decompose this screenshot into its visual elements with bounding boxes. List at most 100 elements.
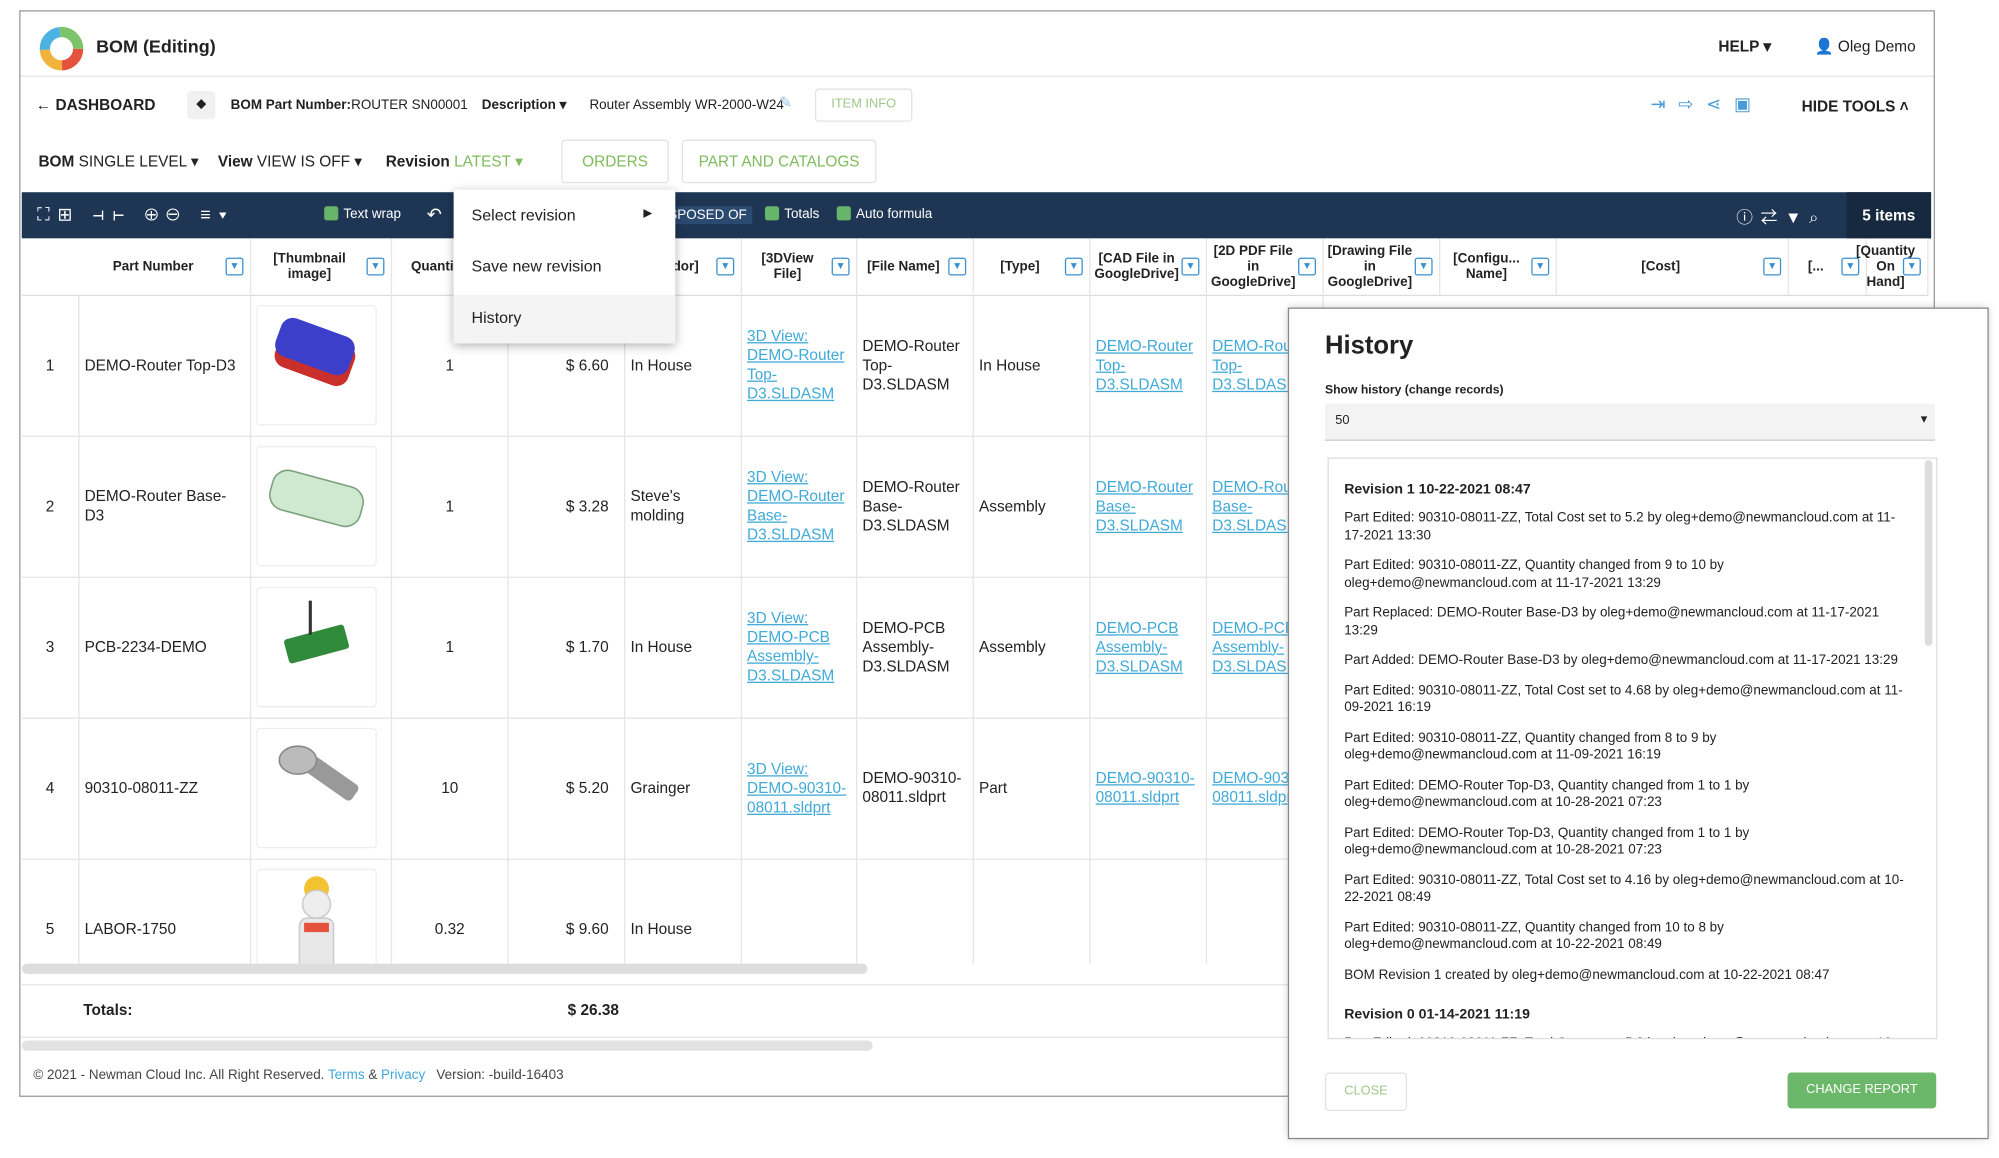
cell: 1 bbox=[392, 576, 509, 718]
history-entry: Part Edited: 90310-08011-ZZ, Quantity ch… bbox=[1344, 729, 1717, 763]
v-scrollbar[interactable] bbox=[1924, 460, 1933, 646]
cell: 90310-08011-ZZ bbox=[79, 717, 252, 859]
type-text: Assembly bbox=[978, 637, 1046, 656]
cell bbox=[1090, 858, 1208, 964]
cell: 1 bbox=[22, 294, 80, 436]
hide-tools-button[interactable]: HIDE TOOLS ˄ bbox=[1801, 97, 1909, 116]
filter-button[interactable]: ▼ bbox=[1531, 257, 1550, 276]
revision-dropdown[interactable]: Revision LATEST ▾ bbox=[385, 152, 523, 171]
file-link[interactable]: DEMO-Router Top-D3.SLDASM bbox=[1212, 336, 1310, 393]
item-info-button[interactable]: ITEM INFO bbox=[814, 88, 913, 122]
num-text: 5 bbox=[45, 919, 55, 938]
type-text: Part bbox=[978, 778, 1008, 797]
cell: $ 6.60 bbox=[509, 294, 626, 436]
cell: In House bbox=[625, 294, 742, 436]
vendor-text: In House bbox=[630, 919, 693, 938]
cell: 0.32 bbox=[392, 858, 509, 964]
cell: 2 bbox=[22, 435, 80, 577]
h-scrollbar-2[interactable] bbox=[21, 1040, 873, 1051]
file-link[interactable]: DEMO-Router Base-D3.SLDASM bbox=[1095, 477, 1194, 534]
help-menu[interactable]: HELP ▾ bbox=[1718, 37, 1772, 56]
file-link[interactable]: DEMO-PCB Assembly-D3.SLDASM bbox=[1095, 618, 1183, 675]
edit-icon[interactable]: ✎ bbox=[779, 93, 792, 112]
bom-level-dropdown[interactable]: BOM SINGLE LEVEL ▾ bbox=[38, 152, 199, 171]
view-dropdown[interactable]: View VIEW IS OFF ▾ bbox=[217, 152, 363, 171]
cell: Part bbox=[974, 717, 1091, 859]
totals-toggle[interactable]: Totals bbox=[765, 206, 819, 222]
filter-button[interactable]: ▼ bbox=[716, 257, 735, 276]
filter-button[interactable]: ▼ bbox=[225, 257, 244, 276]
menu-item[interactable]: History bbox=[453, 294, 676, 344]
file-link[interactable]: DEMO-Router Base-D3.SLDASM bbox=[1212, 477, 1310, 534]
file-link[interactable]: DEMO-90310-08011.sldprt bbox=[1212, 768, 1312, 807]
file-link[interactable]: 3D View: DEMO-Router Base-D3.SLDASM bbox=[747, 467, 845, 544]
history-select[interactable]: 50 ▾ bbox=[1324, 403, 1935, 441]
cell: DEMO-Router Base-D3 bbox=[79, 435, 252, 577]
column-header: Part Number ▼ bbox=[79, 238, 252, 295]
dashboard-link[interactable]: ← DASHBOARD bbox=[35, 96, 156, 115]
cell: DEMO-Router Top-D3 bbox=[79, 294, 252, 436]
grid-tool-icons[interactable]: ⛶⊞ ⊣⊢ ⊕⊖ ≡▾ bbox=[37, 203, 235, 225]
privacy-link[interactable]: Privacy bbox=[381, 1067, 426, 1083]
bom-grid: Part Number ▼ [Thumbnail image] ▼ Quantity ▼[… bbox=[21, 238, 1929, 964]
cell: DEMO-Router Top-D3.SLDASM bbox=[1090, 294, 1208, 436]
close-button[interactable]: CLOSE bbox=[1324, 1072, 1407, 1111]
cell: $ 5.20 bbox=[509, 717, 626, 859]
history-entry: Part Edited: 90310-08011-ZZ, Total Cost … bbox=[1344, 871, 1904, 905]
filter-button[interactable]: ▼ bbox=[366, 257, 385, 276]
table-row bbox=[21, 577, 1929, 719]
filter-button[interactable]: ▼ bbox=[1064, 257, 1083, 276]
price-text: $ 3.28 bbox=[565, 496, 609, 515]
thumbnail-cell bbox=[251, 435, 393, 577]
thumbnail-cell bbox=[251, 576, 393, 718]
auto-formula-toggle[interactable]: Auto formula bbox=[836, 206, 932, 222]
filter-button[interactable]: ▼ bbox=[1181, 257, 1200, 276]
undo-icon[interactable]: ↶ bbox=[426, 203, 442, 225]
tool-icons[interactable]: ⇥⇨⋖▣ bbox=[1650, 93, 1764, 115]
orders-button[interactable]: ORDERS bbox=[561, 139, 669, 184]
copyright: © 2021 - Newman Cloud Inc. All Right Res… bbox=[33, 1067, 325, 1083]
qty-text: 1 bbox=[445, 355, 455, 374]
revision-value: LATEST bbox=[454, 152, 511, 171]
text-wrap-toggle[interactable]: Text wrap bbox=[324, 206, 401, 222]
menu-item-label: History bbox=[471, 308, 522, 327]
help-label: HELP bbox=[1718, 37, 1760, 56]
file-text: DEMO-PCB Assembly-D3.SLDASM bbox=[862, 618, 950, 675]
terms-link[interactable]: Terms bbox=[327, 1067, 365, 1083]
menu-item[interactable]: Select revision ▶ bbox=[454, 192, 676, 241]
user-menu[interactable]: 👤 Oleg Demo bbox=[1814, 37, 1916, 56]
file-link[interactable]: 3D View: DEMO-Router Top-D3.SLDASM bbox=[747, 326, 845, 403]
filter-button[interactable]: ▼ bbox=[1414, 257, 1433, 276]
bom-part-label: BOM Part Number: bbox=[230, 97, 352, 113]
cell bbox=[857, 858, 974, 964]
cell: DEMO-PCB Assembly-D3.SLDASM bbox=[1090, 576, 1208, 718]
description-dropdown[interactable]: Description ▾ bbox=[481, 97, 567, 113]
filter-button[interactable]: ▼ bbox=[1841, 257, 1860, 276]
cell: 1 bbox=[392, 294, 509, 436]
filter-button[interactable]: ▼ bbox=[948, 257, 967, 276]
items-count: 5 items bbox=[1846, 192, 1932, 239]
cell: $ 9.60 bbox=[509, 858, 626, 964]
filter-button[interactable]: ▼ bbox=[1763, 257, 1782, 276]
part-catalogs-button[interactable]: PART AND CATALOGS bbox=[681, 139, 877, 184]
filter-button[interactable]: ▼ bbox=[831, 257, 850, 276]
cell: DEMO-PCB Assembly-D3.SLDASM bbox=[857, 576, 974, 718]
logo bbox=[39, 26, 84, 71]
qty-text: 1 bbox=[445, 637, 455, 656]
file-link[interactable]: 3D View: DEMO-90310-08011.sldprt bbox=[747, 759, 847, 816]
file-link[interactable]: DEMO-PCB Assembly-D3.SLDASM bbox=[1212, 618, 1300, 675]
column-header: [3DView File] ▼ bbox=[742, 238, 858, 295]
thumbnail bbox=[256, 304, 377, 426]
file-link[interactable]: DEMO-Router Top-D3.SLDASM bbox=[1095, 336, 1194, 393]
file-link[interactable]: DEMO-90310-08011.sldprt bbox=[1095, 768, 1195, 807]
change-report-button[interactable]: CHANGE REPORT bbox=[1787, 1072, 1937, 1109]
dialog-title: History bbox=[1324, 331, 1414, 361]
grid-right-icons[interactable]: ⓘ⇄▼⌕ bbox=[1736, 207, 1827, 227]
vendor-text: In House bbox=[630, 637, 693, 656]
filter-button[interactable]: ▼ bbox=[1298, 257, 1317, 276]
menu-item[interactable]: Save new revision bbox=[454, 243, 676, 292]
file-link[interactable]: 3D View: DEMO-PCB Assembly-D3.SLDASM bbox=[747, 608, 835, 685]
filter-button[interactable]: ▼ bbox=[1902, 257, 1921, 276]
cell: 3D View: DEMO-Router Base-D3.SLDASM bbox=[742, 435, 858, 577]
h-scrollbar[interactable] bbox=[21, 963, 868, 974]
